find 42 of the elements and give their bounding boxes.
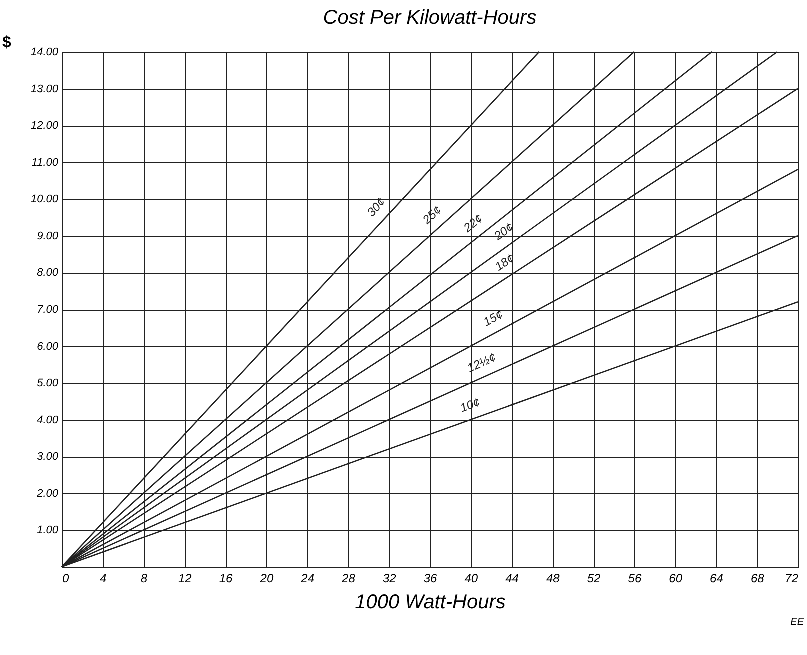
y-tick-label: 12.00: [30, 120, 60, 132]
x-tick-label: 72: [785, 572, 799, 586]
y-tick-label: 11.00: [32, 156, 60, 169]
x-tick-label: 68: [750, 572, 765, 586]
x-tick-label: 16: [219, 572, 234, 586]
x-tick-label: 56: [628, 572, 642, 586]
x-tick-label: 4: [100, 572, 108, 586]
text: EE: [790, 617, 804, 628]
x-tick-label: 20: [259, 572, 274, 586]
x-tick-label: 32: [382, 572, 397, 586]
chart-title: Cost Per Kilowatt-Hours: [323, 7, 537, 29]
text: 15¢: [481, 307, 506, 330]
text: 30¢: [364, 194, 389, 220]
y-tick-label: 5.00: [37, 378, 60, 390]
x-tick-label: 40: [464, 572, 478, 586]
y-tick-label: 8.00: [37, 267, 60, 280]
y-tick-label: 7.00: [37, 304, 60, 316]
y-tick-label: 13.00: [30, 83, 60, 96]
y-tick-label: 14.00: [30, 46, 60, 58]
y-axis-title: $: [2, 34, 12, 52]
y-tick-label: 2.00: [36, 488, 60, 500]
y-tick-label: 10.00: [30, 194, 60, 206]
x-tick-label: 60: [669, 572, 683, 586]
x-tick-label: 48: [546, 572, 560, 586]
y-tick-label: 3.00: [37, 451, 60, 464]
x-axis-title: 1000 Watt-Hours: [355, 592, 506, 614]
x-tick-label: 28: [341, 572, 356, 586]
x-tick-label: 12: [178, 572, 192, 586]
x-tick-label: 36: [424, 572, 438, 586]
x-tick-label: 44: [506, 572, 520, 586]
x-tick-label: 8: [140, 572, 148, 586]
text: 18¢: [492, 251, 518, 274]
x-tick-label: 64: [710, 572, 724, 586]
y-tick-label: 4.00: [37, 414, 60, 426]
y-tick-label: 6.00: [37, 340, 60, 353]
y-tick-label: 9.00: [37, 230, 60, 242]
x-tick-label: 0: [62, 572, 70, 586]
x-tick-label: 24: [300, 572, 315, 586]
text: 22¢: [460, 211, 486, 236]
x-tick-label: 52: [587, 572, 602, 586]
text: 20¢: [490, 220, 516, 244]
y-tick-label: 1.00: [37, 524, 60, 537]
